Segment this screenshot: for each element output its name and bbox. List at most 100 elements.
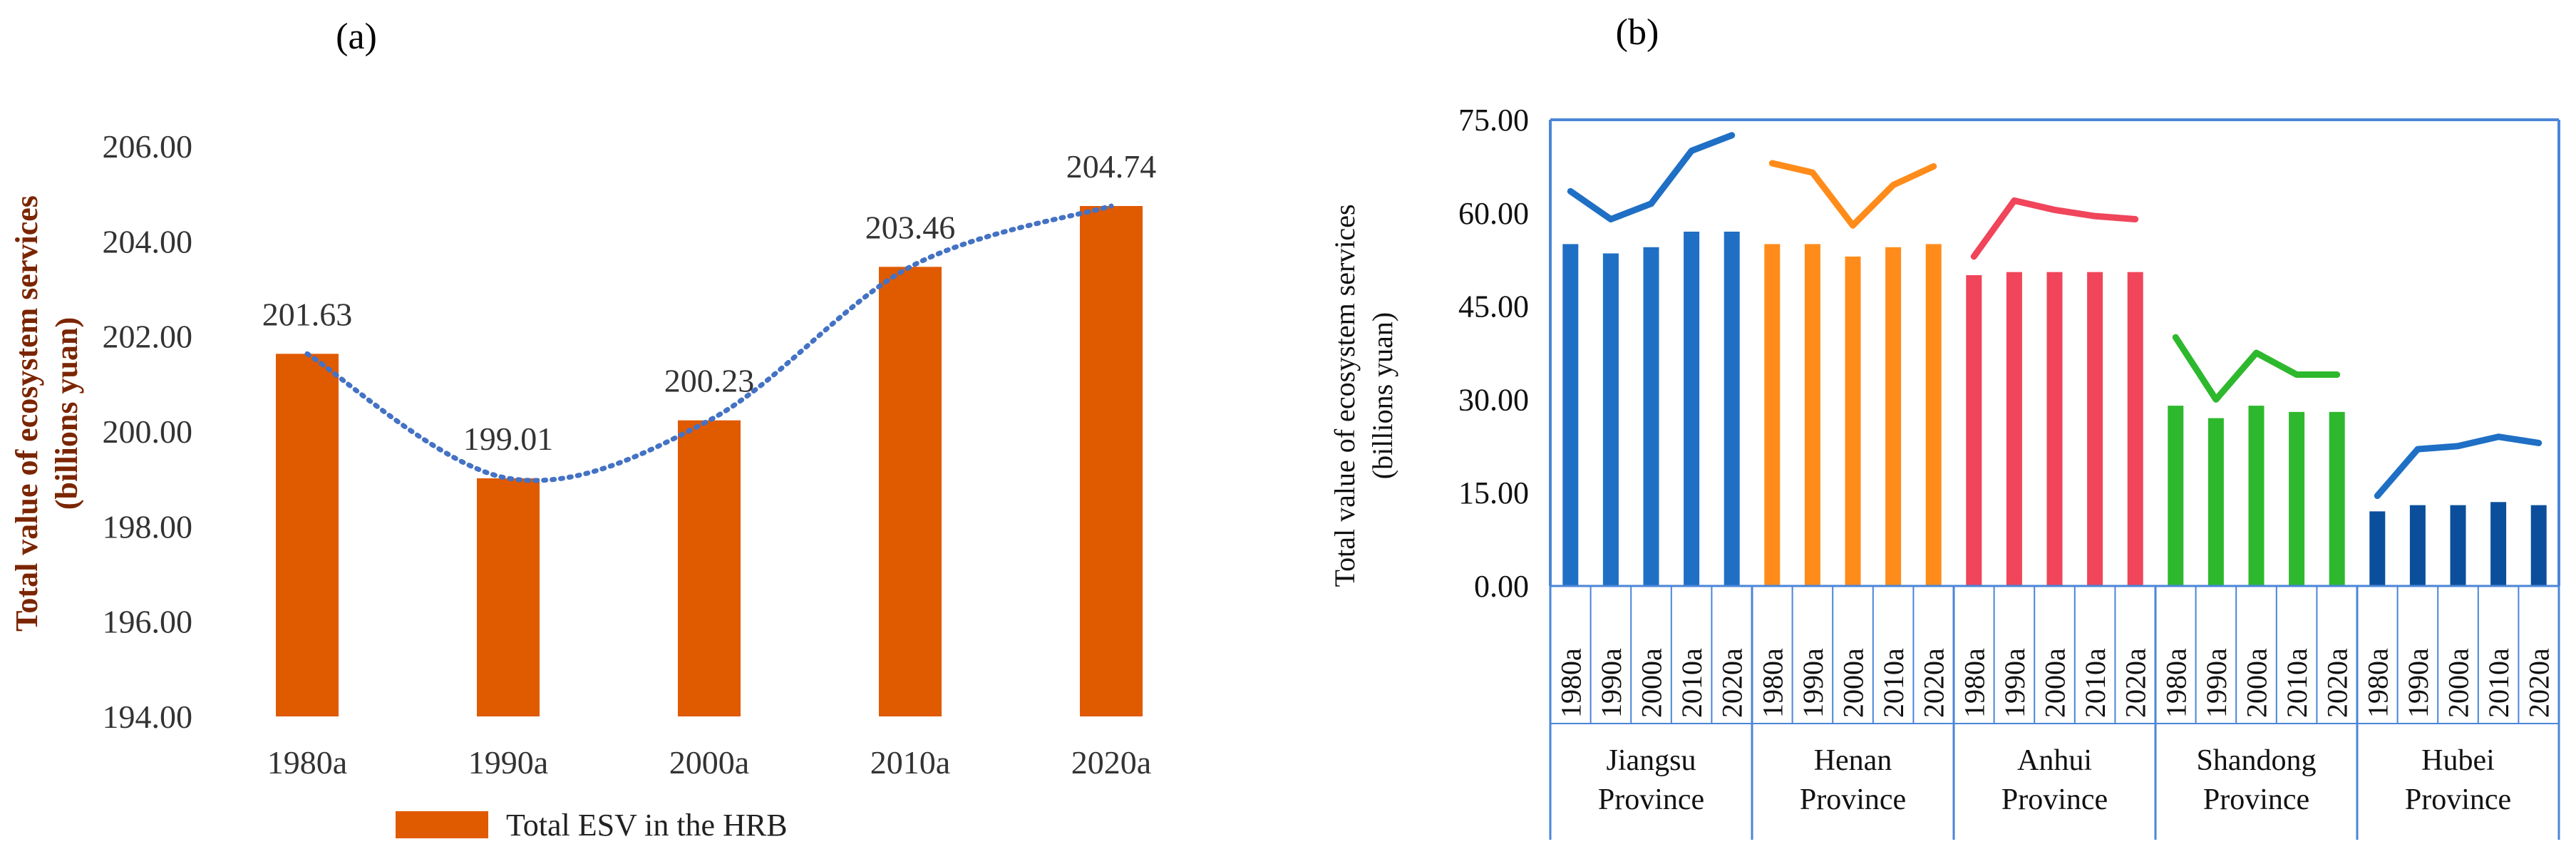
x-tick-label: 2000a	[669, 744, 749, 781]
data-label: 203.46	[865, 209, 956, 245]
bar	[276, 354, 339, 716]
y-tick-label: 15.00	[1458, 475, 1529, 510]
bar	[2207, 418, 2224, 586]
x-tick-label: 2000a	[1838, 648, 1870, 718]
y-tick-label: 30.00	[1458, 382, 1529, 417]
series-line	[1768, 160, 1937, 229]
x-tick-label: 1990a	[1999, 648, 2031, 718]
x-tick-label: 1980a	[267, 744, 347, 781]
bar	[1885, 247, 1902, 586]
legend-label: Total ESV in the HRB	[506, 808, 788, 843]
group-label: Province	[2001, 783, 2108, 816]
group-label: Shandong	[2197, 744, 2317, 777]
x-tick-label: 2010a	[2483, 648, 2515, 718]
y-tick-label: 202.00	[103, 319, 193, 355]
bar	[2369, 511, 2386, 586]
x-tick-label: 2010a	[1877, 648, 1910, 718]
x-tick-label: 1990a	[2402, 648, 2434, 718]
bar	[1684, 231, 1700, 586]
bar	[879, 267, 942, 716]
data-label: 200.23	[664, 363, 755, 399]
data-label: 201.63	[262, 296, 353, 332]
panel-a-y-axis-title: Total value of ecosystem services	[9, 195, 44, 632]
group-label: Hubei	[2421, 744, 2495, 777]
bar	[2329, 411, 2345, 586]
group-label: Province	[2405, 783, 2511, 816]
bar	[1804, 244, 1820, 586]
bar	[2289, 411, 2305, 586]
group-label: Province	[1800, 783, 1906, 816]
bar	[1562, 244, 1579, 586]
panel-a-label: (a)	[336, 16, 377, 57]
data-label: 204.74	[1066, 148, 1157, 185]
x-tick-label: 2010a	[2079, 648, 2111, 718]
x-tick-label: 1980a	[1756, 648, 1788, 718]
x-tick-label: 2020a	[1071, 744, 1151, 781]
x-tick-label: 1980a	[2160, 648, 2192, 718]
y-tick-label: 60.00	[1458, 196, 1529, 231]
bar	[1764, 244, 1781, 586]
x-tick-label: 1990a	[468, 744, 548, 781]
panel-b-y-axis-title: Total value of ecosystem services	[1329, 204, 1361, 587]
group-label: Province	[2203, 783, 2309, 816]
panel-b-y-axis-subtitle: (billions yuan)	[1366, 312, 1398, 479]
bar	[2127, 272, 2143, 586]
x-tick-label: 2010a	[870, 744, 950, 781]
y-tick-label: 204.00	[103, 223, 193, 259]
x-tick-label: 2000a	[2039, 648, 2071, 718]
x-tick-label: 1990a	[1595, 648, 1627, 718]
bar	[2530, 505, 2547, 586]
panel-a-legend: Total ESV in the HRB	[396, 808, 788, 843]
y-tick-label: 198.00	[103, 508, 193, 545]
bar	[2168, 406, 2184, 586]
group-label: Jiangsu	[1607, 744, 1696, 777]
bar	[2450, 505, 2466, 586]
bar	[678, 420, 741, 716]
y-tick-label: 45.00	[1458, 289, 1529, 324]
bar	[2046, 272, 2063, 586]
bar	[1643, 247, 1659, 586]
y-tick-label: 194.00	[103, 699, 193, 735]
series-line	[1567, 132, 1736, 223]
bar	[1724, 231, 1740, 586]
series-line	[2172, 334, 2341, 403]
bar	[1966, 275, 1982, 586]
y-tick-label: 75.00	[1458, 103, 1529, 138]
legend-swatch	[396, 811, 488, 838]
series-line	[1970, 197, 2139, 260]
bar	[1845, 256, 1861, 586]
group-label: Anhui	[2017, 744, 2092, 777]
panel-b-label: (b)	[1616, 12, 1659, 53]
x-tick-label: 2020a	[1918, 648, 1950, 718]
y-tick-label: 196.00	[103, 604, 193, 640]
x-tick-label: 2020a	[1716, 648, 1748, 718]
y-tick-label: 200.00	[103, 413, 193, 450]
x-tick-label: 2020a	[2120, 648, 2152, 718]
group-label: Henan	[1814, 744, 1892, 777]
x-tick-label: 1980a	[1555, 648, 1587, 718]
bar	[1080, 206, 1143, 716]
bar	[2490, 502, 2507, 586]
group-label: Province	[1598, 783, 1704, 816]
x-tick-label: 2020a	[2523, 648, 2555, 718]
bar	[1925, 244, 1942, 586]
series-line	[2374, 433, 2542, 500]
bar	[2006, 272, 2022, 586]
y-tick-label: 0.00	[1474, 569, 1529, 604]
x-tick-label: 2000a	[2241, 648, 2273, 718]
panel-b-chart: (b) Total value of ecosystem services (b…	[1329, 12, 2560, 840]
x-tick-label: 1990a	[1797, 648, 1829, 718]
x-tick-label: 2020a	[2322, 648, 2354, 718]
x-tick-label: 2000a	[2443, 648, 2475, 718]
bar	[1602, 253, 1619, 586]
bar	[477, 478, 540, 716]
x-tick-label: 2010a	[2281, 648, 2313, 718]
data-label: 199.01	[463, 421, 554, 457]
x-tick-label: 1980a	[1958, 648, 1990, 718]
x-tick-label: 2000a	[1636, 648, 1668, 718]
panel-a-chart: (a) Total value of ecosystem services (b…	[9, 16, 1156, 843]
x-tick-label: 1980a	[2361, 648, 2394, 718]
bar	[2087, 272, 2103, 586]
trend-line	[304, 203, 1114, 483]
